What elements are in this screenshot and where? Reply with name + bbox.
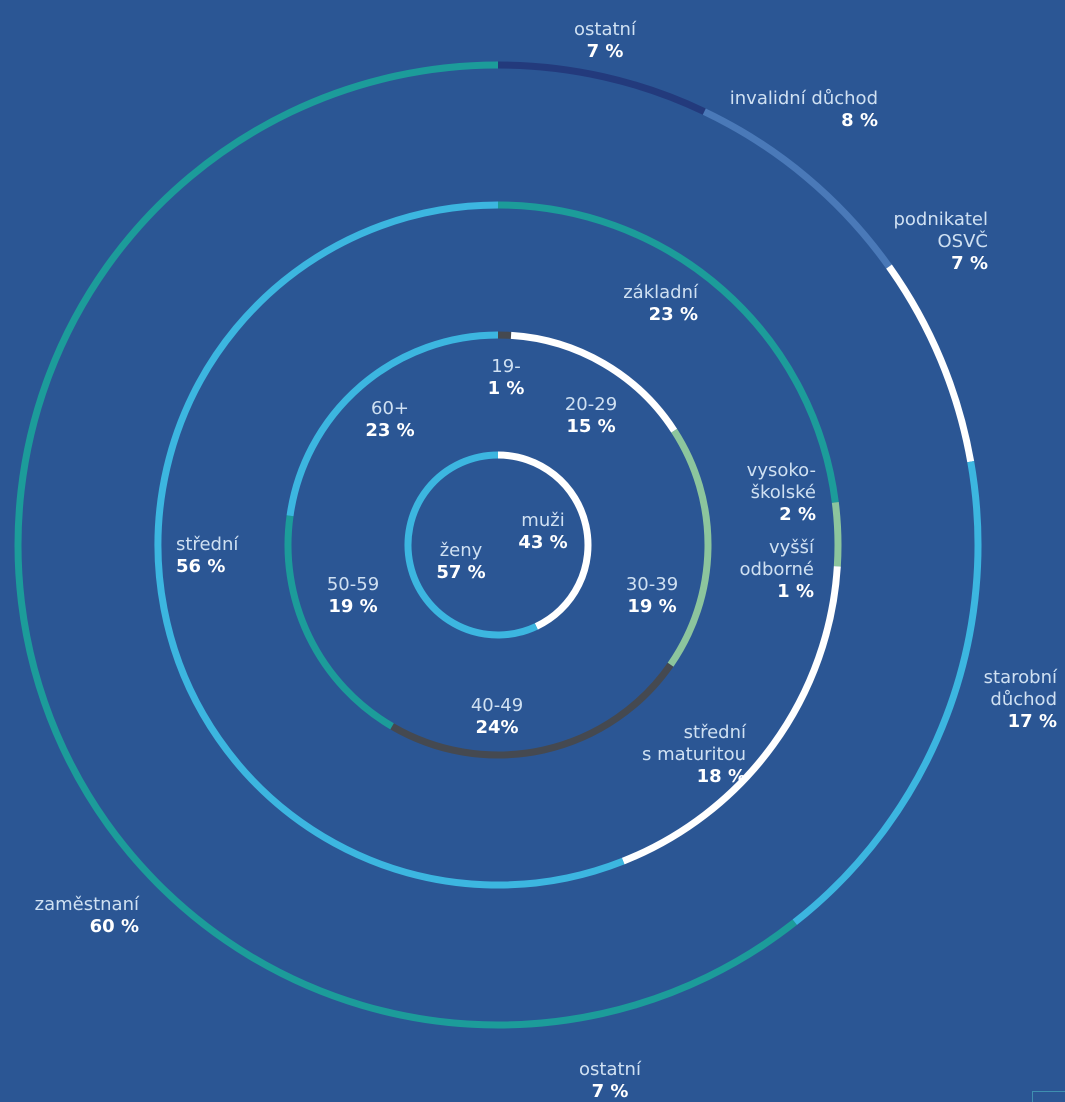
segment-name-label: starobní: [984, 667, 1058, 688]
segment-name-label: vyšší: [769, 537, 815, 558]
segment-name-label: 30-39: [626, 574, 678, 595]
segment-name-label: s maturitou: [642, 744, 746, 765]
segment-name-label: podnikatel: [893, 209, 988, 230]
segment-name-label: odborné: [740, 559, 814, 580]
label-group-1: invalidní důchod 8 %: [730, 88, 878, 131]
arc-employment-podnikatel-OSVČ: [886, 264, 975, 463]
segment-value-label: 1 %: [777, 581, 814, 602]
segment-name-label: 40-49: [471, 695, 523, 716]
segment-name-label: ostatní: [574, 19, 637, 40]
arc-employment-invalidní-důchod: [702, 108, 892, 269]
label-group-6: základní 23 %: [623, 282, 699, 325]
arc-age-40-49: [390, 662, 674, 759]
label-group-10: střední 56 %: [176, 534, 239, 577]
segment-labels: ostatní 7 %invalidní důchod 8 %podnikatel O…: [35, 19, 1058, 1102]
segment-value-label: 7 %: [592, 1081, 629, 1102]
segment-value-label: 8 %: [841, 110, 878, 131]
segment-name-label: základní: [623, 282, 699, 303]
segment-value-label: 19 %: [627, 596, 676, 617]
ring-arcs: [14, 61, 982, 1029]
label-group-3: starobní důchod 17 %: [984, 667, 1058, 732]
segment-value-label: 60 %: [90, 916, 139, 937]
label-group-2: podnikatel OSVČ 7 %: [893, 209, 988, 274]
label-group-9: střední s maturitou 18 %: [642, 722, 747, 787]
segment-value-label: 19 %: [328, 596, 377, 617]
segment-name-label: 60+: [371, 398, 409, 419]
segment-value-label: 2 %: [779, 504, 816, 525]
arc-employment-zaměstnaní: [14, 61, 797, 1029]
arc-education-vyšší-odborné: [833, 544, 842, 567]
segment-value-label: 24%: [475, 717, 518, 738]
label-group-7: vysoko-školské 2 %: [747, 460, 816, 525]
segment-name-label: ženy: [440, 540, 483, 561]
arc-education-vysoko-školské: [831, 501, 842, 546]
arc-education-střední: [154, 201, 625, 889]
corner-mark: [1032, 1091, 1065, 1102]
segment-name-label: 50-59: [327, 574, 379, 595]
label-group-4: zaměstnaní 60 %: [35, 894, 140, 937]
segment-value-label: 17 %: [1008, 711, 1057, 732]
segment-value-label: 15 %: [566, 416, 615, 437]
segment-name-label: vysoko-: [747, 460, 816, 481]
segment-value-label: 1 %: [488, 378, 525, 399]
arc-gender-muži: [497, 451, 592, 630]
segment-name-label: ostatní: [579, 1059, 642, 1080]
arc-gender-ženy: [404, 451, 538, 639]
segment-name-label: střední: [176, 534, 239, 555]
segment-value-label: 18 %: [697, 766, 746, 787]
label-group-13: 30-39 19 %: [626, 574, 678, 617]
segment-value-label: 7 %: [587, 41, 624, 62]
segment-value-label: 7 %: [951, 253, 988, 274]
arc-employment-ostatní: [497, 61, 706, 115]
segment-value-label: 57 %: [436, 562, 485, 583]
label-group-17: muži 43 %: [518, 510, 567, 553]
arc-education-základní: [497, 201, 839, 503]
segment-value-label: 43 %: [518, 532, 567, 553]
label-group-14: 40-49 24%: [471, 695, 523, 738]
segment-value-label: 23 %: [649, 304, 698, 325]
label-group-11: 19-1 %: [488, 356, 525, 399]
segment-name-label: 19-: [491, 356, 520, 377]
segment-value-label: 23 %: [365, 420, 414, 441]
segment-name-label: střední: [684, 722, 747, 743]
segment-value-label: 56 %: [176, 556, 225, 577]
arc-age-30-39: [667, 428, 712, 667]
label-group-8: vyšší odborné 1 %: [740, 537, 815, 602]
arc-employment-starobní-důchod: [792, 461, 982, 926]
segment-name-label: 20-29: [565, 394, 617, 415]
label-group-12: 20-29 15 %: [565, 394, 617, 437]
label-group-18: ženy 57 %: [436, 540, 485, 583]
segment-name-label: OSVČ: [938, 230, 988, 252]
arc-age-50-59: [284, 515, 394, 730]
label-group-5: ostatní 7 %: [579, 1059, 642, 1102]
segment-name-label: školské: [751, 482, 816, 503]
segment-name-label: invalidní důchod: [730, 88, 878, 109]
arc-age-20-29: [510, 331, 678, 433]
label-group-0: ostatní 7 %: [574, 19, 637, 62]
label-group-15: 50-59 19 %: [327, 574, 379, 617]
segment-name-label: důchod: [990, 689, 1057, 710]
arc-age-60+: [286, 331, 499, 517]
arc-education-střední-s-maturitou: [621, 566, 841, 865]
segment-name-label: muži: [521, 510, 564, 531]
label-group-16: 60+ 23 %: [365, 398, 414, 441]
segment-name-label: zaměstnaní: [35, 894, 140, 915]
